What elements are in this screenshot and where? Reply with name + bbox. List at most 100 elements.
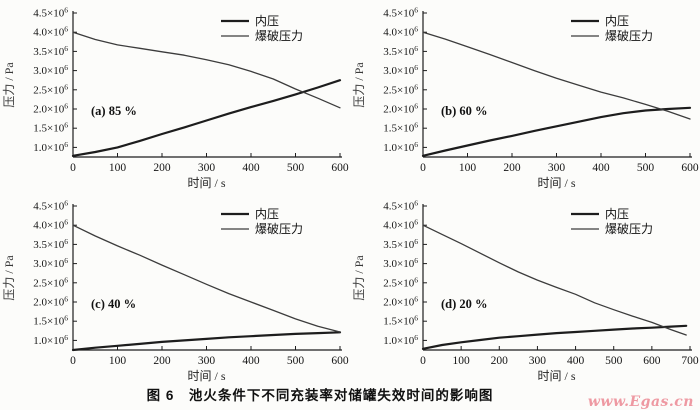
burst-pressure-line xyxy=(72,224,341,333)
svg-text:4.0×106: 4.0×106 xyxy=(33,25,68,39)
svg-text:0: 0 xyxy=(70,355,76,367)
svg-text:3.5×106: 3.5×106 xyxy=(33,237,68,251)
internal-pressure-line xyxy=(71,331,342,352)
y-axis: 1.0×106 1.5×106 2.0×106 2.5×106 3.0×106 3.5×1… xyxy=(33,6,77,154)
svg-text:100: 100 xyxy=(109,162,127,174)
legend-label: 爆破压力 xyxy=(255,221,303,236)
svg-text:4.5×106: 4.5×106 xyxy=(383,199,418,213)
subplot-d-canvas: 1.0×106 1.5×106 2.0×106 2.5×106 3.0×106 3.5×1… xyxy=(352,199,699,384)
svg-text:4.5×106: 4.5×106 xyxy=(33,6,68,20)
svg-text:100: 100 xyxy=(459,162,477,174)
svg-text:3.5×106: 3.5×106 xyxy=(383,237,418,251)
svg-text:200: 200 xyxy=(491,355,509,367)
subplot-a-canvas: 1.0×106 1.5×106 2.0×106 2.5×106 3.0×106 3.5×1… xyxy=(2,6,349,191)
svg-text:500: 500 xyxy=(287,162,305,174)
panel-label: (c) 40 % xyxy=(91,297,136,311)
internal-pressure-line xyxy=(71,79,342,157)
svg-text:3.0×106: 3.0×106 xyxy=(383,256,418,270)
svg-text:2.5×106: 2.5×106 xyxy=(383,82,418,96)
burst-pressure-line xyxy=(72,31,341,109)
svg-text:400: 400 xyxy=(242,355,260,367)
svg-text:500: 500 xyxy=(605,355,623,367)
y-axis-label: 压力 / Pa xyxy=(2,255,16,301)
figure-caption: 图 6 池火条件下不同充装率对储罐失效时间的影响图 xyxy=(146,388,494,403)
internal-pressure-line xyxy=(421,106,692,157)
svg-text:600: 600 xyxy=(331,162,349,174)
svg-text:300: 300 xyxy=(529,355,547,367)
svg-text:200: 200 xyxy=(503,162,521,174)
x-axis-label: 时间 / s xyxy=(537,176,575,190)
svg-text:3.0×106: 3.0×106 xyxy=(383,63,418,77)
legend-label: 内压 xyxy=(605,207,629,221)
y-axis: 1.0×106 1.5×106 2.0×106 2.5×106 3.0×106 3.5×1… xyxy=(33,199,77,347)
svg-text:200: 200 xyxy=(153,162,171,174)
svg-text:2.0×106: 2.0×106 xyxy=(33,295,68,309)
svg-text:1.0×106: 1.0×106 xyxy=(33,140,68,154)
svg-text:300: 300 xyxy=(548,162,566,174)
burst-pressure-line xyxy=(422,31,691,120)
svg-text:1.0×106: 1.0×106 xyxy=(383,140,418,154)
svg-text:2.5×106: 2.5×106 xyxy=(383,275,418,289)
x-axis-label: 时间 / s xyxy=(187,369,225,383)
svg-text:1.0×106: 1.0×106 xyxy=(33,333,68,347)
svg-text:4.5×106: 4.5×106 xyxy=(33,199,68,213)
legend-label: 爆破压力 xyxy=(255,28,303,43)
svg-text:4.0×106: 4.0×106 xyxy=(383,218,418,232)
svg-text:600: 600 xyxy=(643,355,661,367)
svg-text:3.5×106: 3.5×106 xyxy=(33,44,68,58)
x-axis-label: 时间 / s xyxy=(537,369,575,383)
subplot-b-canvas: 1.0×106 1.5×106 2.0×106 2.5×106 3.0×106 3.5×1… xyxy=(352,6,699,191)
svg-text:500: 500 xyxy=(287,355,305,367)
watermark-egas: www.Egas.cn xyxy=(587,394,694,410)
panel-label: (b) 60 % xyxy=(441,104,488,118)
subplot-grid: 1.0×106 1.5×106 2.0×106 2.5×106 3.0×106 3.5×1… xyxy=(0,0,700,386)
svg-text:400: 400 xyxy=(567,355,585,367)
x-axis: 0 100 200 300 400 500 600 xyxy=(70,153,349,174)
svg-text:100: 100 xyxy=(453,355,471,367)
svg-text:1.5×106: 1.5×106 xyxy=(383,121,418,135)
svg-text:1.5×106: 1.5×106 xyxy=(33,121,68,135)
svg-text:400: 400 xyxy=(592,162,610,174)
svg-text:2.5×106: 2.5×106 xyxy=(33,275,68,289)
legend-label: 内压 xyxy=(255,207,279,221)
legend-label: 爆破压力 xyxy=(605,28,653,43)
internal-pressure-line xyxy=(421,324,688,350)
svg-text:0: 0 xyxy=(420,162,426,174)
svg-text:1.5×106: 1.5×106 xyxy=(383,314,418,328)
x-axis-label: 时间 / s xyxy=(187,176,225,190)
svg-text:3.0×106: 3.0×106 xyxy=(33,256,68,270)
svg-text:0: 0 xyxy=(70,162,76,174)
svg-text:600: 600 xyxy=(331,355,349,367)
axes xyxy=(422,204,692,351)
legend-label: 内压 xyxy=(605,14,629,28)
svg-text:4.0×106: 4.0×106 xyxy=(383,25,418,39)
svg-text:500: 500 xyxy=(637,162,655,174)
svg-text:3.5×106: 3.5×106 xyxy=(383,44,418,58)
subplot-d: 1.0×106 1.5×106 2.0×106 2.5×106 3.0×106 3.5×1… xyxy=(350,193,700,386)
svg-text:200: 200 xyxy=(153,355,171,367)
svg-text:300: 300 xyxy=(198,355,216,367)
legend-label: 内压 xyxy=(255,14,279,28)
svg-text:2.0×106: 2.0×106 xyxy=(383,102,418,116)
subplot-a: 1.0×106 1.5×106 2.0×106 2.5×106 3.0×106 3.5×1… xyxy=(0,0,350,193)
subplot-c: 1.0×106 1.5×106 2.0×106 2.5×106 3.0×106 3.5×1… xyxy=(0,193,350,386)
subplot-c-canvas: 1.0×106 1.5×106 2.0×106 2.5×106 3.0×106 3.5×1… xyxy=(2,199,349,384)
svg-text:1.0×106: 1.0×106 xyxy=(383,333,418,347)
x-axis: 0 100 200 300 400 500 600 xyxy=(420,153,699,174)
panel-label: (d) 20 % xyxy=(441,297,488,311)
svg-text:3.0×106: 3.0×106 xyxy=(33,63,68,77)
y-axis: 1.0×106 1.5×106 2.0×106 2.5×106 3.0×106 3.5×1… xyxy=(383,6,427,154)
x-axis: 0 100 200 300 400 500 600 700 xyxy=(420,346,699,367)
svg-text:700: 700 xyxy=(681,355,699,367)
svg-text:400: 400 xyxy=(242,162,260,174)
svg-text:300: 300 xyxy=(198,162,216,174)
svg-text:4.5×106: 4.5×106 xyxy=(383,6,418,20)
svg-text:2.0×106: 2.0×106 xyxy=(33,102,68,116)
svg-text:2.0×106: 2.0×106 xyxy=(383,295,418,309)
svg-text:4.0×106: 4.0×106 xyxy=(33,218,68,232)
